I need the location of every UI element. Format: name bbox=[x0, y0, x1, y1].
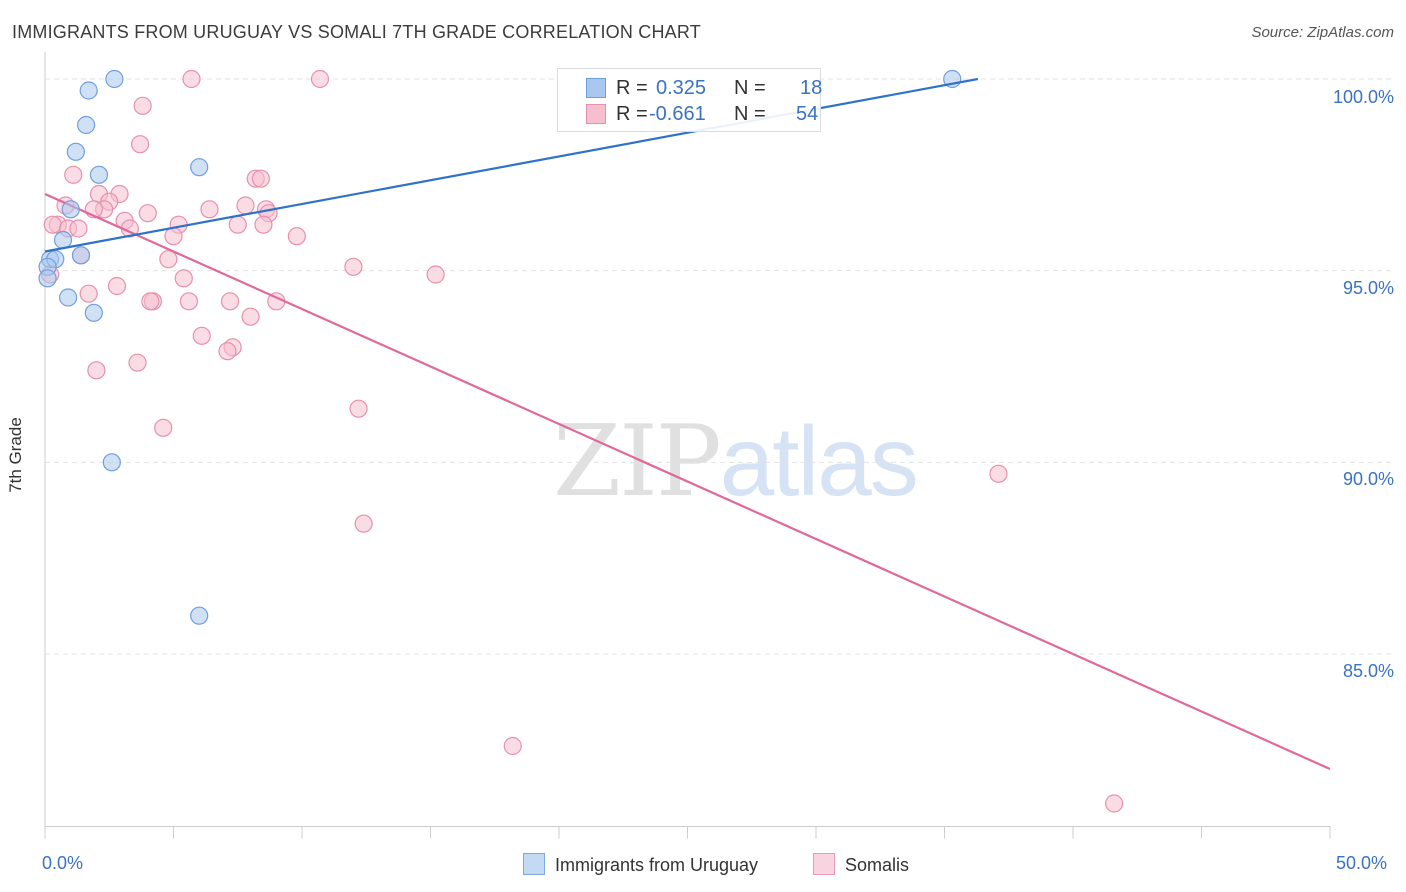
legend-item-uruguay[interactable]: Immigrants from Uruguay bbox=[523, 853, 758, 876]
uruguay-point bbox=[77, 115, 96, 135]
uruguay-legend-swatch bbox=[523, 853, 545, 875]
somalis-point bbox=[989, 464, 1008, 483]
uruguay-point bbox=[66, 142, 85, 161]
somalis-point bbox=[164, 227, 183, 246]
legend-label: Somalis bbox=[845, 855, 910, 875]
somalis-point bbox=[251, 169, 270, 188]
somalis-point bbox=[228, 215, 247, 234]
somalis-point bbox=[141, 292, 160, 311]
somalis-point bbox=[174, 269, 193, 288]
somalis-point bbox=[354, 514, 373, 533]
somalis-point bbox=[138, 204, 157, 223]
x-tick-label-min: 0.0% bbox=[42, 853, 84, 873]
n-label: N = bbox=[734, 103, 766, 125]
chart-title: IMMIGRANTS FROM URUGUAY VS SOMALI 7TH GR… bbox=[12, 22, 701, 42]
somalis-point bbox=[254, 215, 273, 234]
uruguay-point bbox=[105, 69, 124, 89]
somalis-point bbox=[218, 342, 237, 361]
uruguay-point bbox=[84, 303, 103, 322]
somalis-point bbox=[130, 135, 150, 154]
stats-legend: R = 0.325 N = 18 R = -0.661 N = 54 bbox=[557, 68, 823, 132]
r-value: 0.325 bbox=[656, 77, 707, 99]
somalis-point bbox=[503, 736, 522, 756]
somalis-legend-swatch bbox=[813, 853, 835, 875]
somalis-point bbox=[87, 361, 106, 380]
somalis-point bbox=[128, 353, 147, 372]
somalis-point bbox=[159, 250, 178, 269]
somalis-point bbox=[43, 215, 62, 234]
n-label: N = bbox=[734, 77, 766, 99]
somalis-point bbox=[179, 292, 199, 311]
n-value: 18 bbox=[800, 77, 823, 99]
y-axis-label: 7th Grade bbox=[6, 417, 25, 493]
somalis-point bbox=[310, 69, 330, 89]
somalis-trendline bbox=[44, 192, 1331, 771]
r-label: R = bbox=[616, 77, 648, 99]
somalis-point bbox=[69, 219, 88, 238]
watermark-atlas: atlas bbox=[719, 406, 919, 516]
y-tick-label-100: 100.0% bbox=[1332, 87, 1394, 107]
source-credit: Source: ZipAtlas.com bbox=[1251, 24, 1394, 41]
x-tick-label-max: 50.0% bbox=[1336, 853, 1388, 873]
uruguay-point bbox=[38, 269, 57, 288]
somalis-swatch bbox=[586, 104, 606, 124]
somalis-point bbox=[241, 307, 260, 326]
uruguay-point bbox=[59, 288, 78, 307]
uruguay-point bbox=[89, 165, 109, 184]
legend-label: Immigrants from Uruguay bbox=[555, 855, 759, 875]
somalis-point bbox=[107, 276, 127, 296]
somalis-point bbox=[236, 196, 255, 215]
somalis-point bbox=[344, 257, 363, 276]
r-value: -0.661 bbox=[649, 103, 706, 125]
somalis-point bbox=[426, 265, 445, 284]
n-value: 54 bbox=[796, 103, 819, 125]
uruguay-point bbox=[53, 230, 73, 250]
y-tick-label-85: 85.0% bbox=[1342, 661, 1394, 681]
uruguay-point bbox=[71, 246, 91, 265]
uruguay-trendline bbox=[44, 77, 979, 253]
watermark: ZIPatlas bbox=[553, 405, 919, 519]
somalis-point bbox=[79, 284, 98, 303]
y-tick-label-90: 90.0% bbox=[1342, 469, 1394, 489]
somalis-point bbox=[182, 69, 201, 89]
somalis-point bbox=[64, 165, 83, 184]
legend-item-somalis[interactable]: Somalis bbox=[813, 853, 909, 876]
r-label: R = bbox=[616, 103, 648, 125]
uruguay-point bbox=[190, 158, 209, 177]
uruguay-point bbox=[79, 81, 98, 100]
somalis-point bbox=[133, 96, 152, 115]
uruguay-point bbox=[61, 200, 80, 219]
somalis-point bbox=[349, 399, 368, 418]
somalis-point bbox=[287, 227, 306, 246]
uruguay-swatch bbox=[586, 78, 606, 98]
somalis-point bbox=[200, 200, 219, 219]
somalis-point bbox=[1105, 794, 1124, 813]
somalis-point bbox=[192, 326, 211, 345]
somalis-point bbox=[220, 292, 240, 311]
uruguay-point bbox=[190, 606, 209, 625]
uruguay-point bbox=[102, 453, 121, 472]
y-tick-label-95: 95.0% bbox=[1342, 278, 1394, 298]
somalis-point bbox=[154, 418, 173, 437]
